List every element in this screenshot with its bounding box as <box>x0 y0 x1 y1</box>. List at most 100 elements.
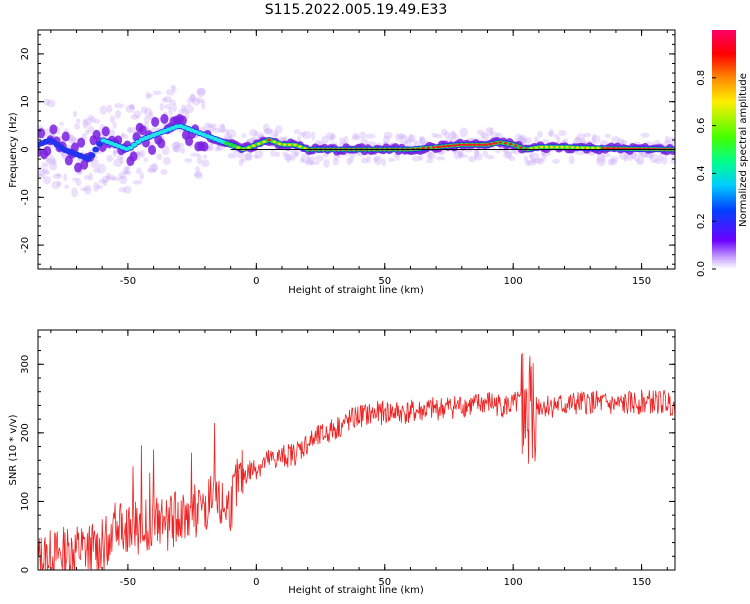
ridge-halo-blob <box>75 177 82 187</box>
ridge-halo-blob <box>96 184 103 189</box>
ridge-halo-blob <box>163 104 173 109</box>
ridge-halo-blob <box>184 158 193 163</box>
ridge-halo-blob <box>70 137 79 143</box>
ridge-halo-blob <box>343 135 349 146</box>
ridge-halo-blob <box>325 132 336 139</box>
ridge-halo-blob <box>156 153 163 161</box>
ridge-halo-blob <box>93 119 101 124</box>
ridge-band-center <box>585 146 590 150</box>
ridge-halo-blob <box>116 154 124 161</box>
spectrogram-ytick-label: 20 <box>20 48 31 61</box>
ridge-halo-blob <box>397 133 407 140</box>
ridge-halo-blob <box>161 145 170 156</box>
ridge-halo-blob <box>218 123 226 134</box>
ridge-halo-blob <box>298 131 306 137</box>
ridge-halo-blob <box>508 155 516 162</box>
ridge-halo-blob <box>38 173 46 179</box>
ridge-halo-blob <box>90 116 96 123</box>
ridge-halo-blob <box>352 132 360 139</box>
ridge-halo-blob <box>649 153 659 163</box>
ridge-halo-blob <box>291 151 299 158</box>
ridge-band-center <box>508 143 513 146</box>
ridge-band-center <box>236 146 241 149</box>
ridge-halo-blob <box>126 164 131 170</box>
ridge-halo-blob <box>139 172 145 180</box>
ridge-band-center <box>267 138 271 142</box>
ridge-halo-blob <box>489 127 495 135</box>
ridge-halo-blob <box>195 166 201 174</box>
ridge-band-center <box>431 146 436 149</box>
ridge-halo-blob <box>236 152 246 159</box>
ridge-band-center <box>560 145 564 149</box>
ridge-halo-blob <box>42 176 52 185</box>
ridge-band-outer <box>160 113 169 124</box>
spectrogram-ylabel: Frequency (Hz) <box>8 112 19 188</box>
ridge-halo-blob <box>514 133 523 142</box>
ridge-halo-blob <box>459 127 469 138</box>
ridge-halo-blob <box>305 159 314 165</box>
ridge-band-center <box>282 143 287 146</box>
ridge-halo-blob <box>373 156 380 162</box>
ridge-halo-blob <box>112 150 117 157</box>
ridge-halo-blob <box>285 154 292 163</box>
ridge-halo-blob <box>112 121 117 129</box>
ridge-halo-blob <box>145 91 150 100</box>
ridge-halo-blob <box>282 151 288 156</box>
ridge-band-center <box>544 145 549 149</box>
ridge-halo-blob <box>106 172 111 179</box>
ridge-halo-blob <box>311 131 316 141</box>
ridge-halo-blob <box>43 170 50 175</box>
ridge-halo-blob <box>187 96 192 105</box>
ridge-halo-blob <box>46 154 56 165</box>
ridge-halo-blob <box>315 155 324 162</box>
ridge-halo-blob <box>618 152 629 160</box>
ridge-halo-blob <box>418 154 424 162</box>
ridge-halo-blob <box>553 133 560 139</box>
ridge-halo-blob <box>262 123 270 132</box>
ridge-halo-blob <box>426 152 436 160</box>
ridge-halo-blob <box>160 169 168 176</box>
ridge-halo-blob <box>473 152 483 161</box>
ridge-halo-blob <box>451 130 456 140</box>
ridge-halo-blob <box>102 180 108 187</box>
ridge-halo-blob <box>596 153 606 163</box>
ridge-halo-blob <box>108 174 116 181</box>
ridge-halo-blob <box>669 136 675 147</box>
ridge-band-center <box>421 147 426 150</box>
ridge-band-center <box>251 144 256 147</box>
ridge-band-outer <box>200 141 209 152</box>
ridge-halo-blob <box>264 128 274 135</box>
ridge-halo-blob <box>270 133 279 138</box>
ridge-band-center <box>555 145 559 149</box>
ridge-halo-blob <box>244 153 253 161</box>
ridge-halo-blob <box>98 179 107 184</box>
ridge-band-green <box>135 139 142 144</box>
ridge-halo-blob <box>349 156 354 164</box>
ridge-halo-blob <box>263 128 273 135</box>
ridge-halo-blob <box>620 139 629 145</box>
ridge-halo-blob <box>196 87 207 96</box>
ridge-halo-blob <box>283 136 288 142</box>
ridge-halo-blob <box>184 104 194 114</box>
ridge-halo-blob <box>42 168 49 174</box>
ridge-band-center <box>580 146 585 149</box>
ridge-halo-blob <box>536 157 544 165</box>
ridge-halo-blob <box>99 105 108 115</box>
ridge-halo-blob <box>601 153 611 158</box>
ridge-halo-blob <box>366 155 372 164</box>
ridge-halo-blob <box>274 125 283 134</box>
ridge-halo-blob <box>532 157 543 164</box>
ridge-halo-blob <box>207 123 214 129</box>
ridge-band-green <box>131 142 138 147</box>
ridge-halo-blob <box>181 104 186 114</box>
ridge-halo-blob <box>212 123 217 131</box>
ridge-band-center <box>466 143 473 146</box>
ridge-halo-blob <box>51 180 60 190</box>
colorbar-ticks: 0.0 0.2 0.4 0.6 0.8 <box>696 70 716 277</box>
ridge-halo-blob <box>447 131 457 139</box>
ridge-halo-blob <box>568 155 575 165</box>
ridge-halo-blob <box>431 132 438 138</box>
snr-line <box>38 352 675 570</box>
ridge-halo-blob <box>227 152 237 159</box>
ridge-band-center <box>487 143 494 146</box>
